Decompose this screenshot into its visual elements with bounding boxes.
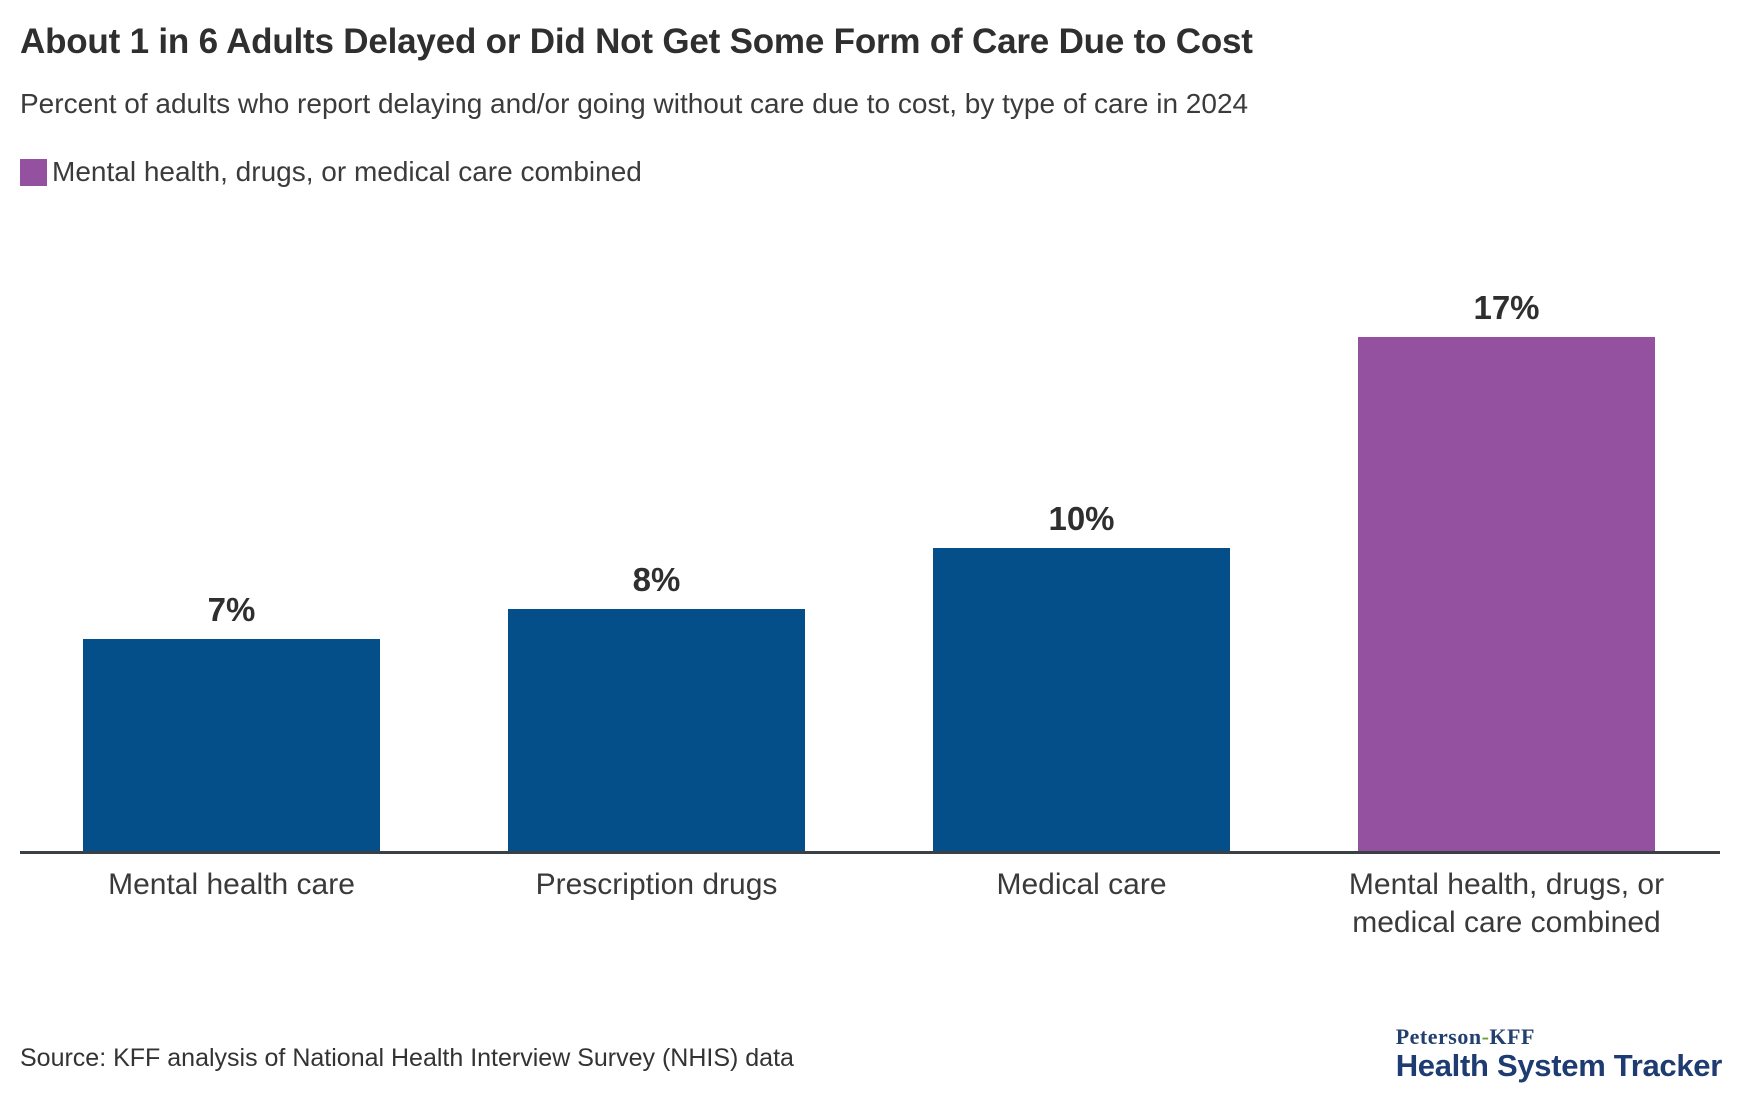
chart-subtitle: Percent of adults who report delaying an… bbox=[20, 88, 1249, 119]
brand-logo-line2: Health System Tracker bbox=[1395, 1048, 1723, 1083]
legend: Mental health, drugs, or medical care co… bbox=[20, 156, 642, 188]
brand-kff: KFF bbox=[1489, 1024, 1535, 1049]
brand-hyphen: - bbox=[1481, 1024, 1490, 1049]
bar-1 bbox=[83, 639, 380, 851]
source-note: Source: KFF analysis of National Health … bbox=[20, 1044, 794, 1072]
bar-category-label-1: Mental health care bbox=[108, 868, 355, 901]
chart-title: About 1 in 6 Adults Delayed or Did Not G… bbox=[20, 22, 1253, 61]
brand-logo-line1: Peterson-KFF bbox=[1396, 1026, 1722, 1048]
bar-3 bbox=[933, 548, 1230, 851]
bar-category-label-2: Prescription drugs bbox=[535, 868, 778, 901]
bar-value-label-4: 17% bbox=[1473, 289, 1540, 326]
bar-value-label-2: 8% bbox=[632, 561, 681, 598]
bar-value-label-1: 7% bbox=[207, 591, 256, 628]
bar-4 bbox=[1358, 337, 1655, 851]
bar-category-label-4: Mental health, drugs, or medical care co… bbox=[1348, 868, 1665, 940]
bar-value-label-3: 10% bbox=[1048, 500, 1115, 537]
bar-2 bbox=[508, 609, 805, 851]
x-axis-line bbox=[20, 851, 1720, 854]
legend-label: Mental health, drugs, or medical care co… bbox=[52, 156, 642, 187]
brand-logo: Peterson-KFF Health System Tracker bbox=[1395, 1026, 1723, 1084]
legend-swatch-icon bbox=[20, 158, 47, 186]
brand-peterson: Peterson bbox=[1395, 1024, 1482, 1049]
bar-category-label-3: Medical care bbox=[996, 868, 1167, 901]
